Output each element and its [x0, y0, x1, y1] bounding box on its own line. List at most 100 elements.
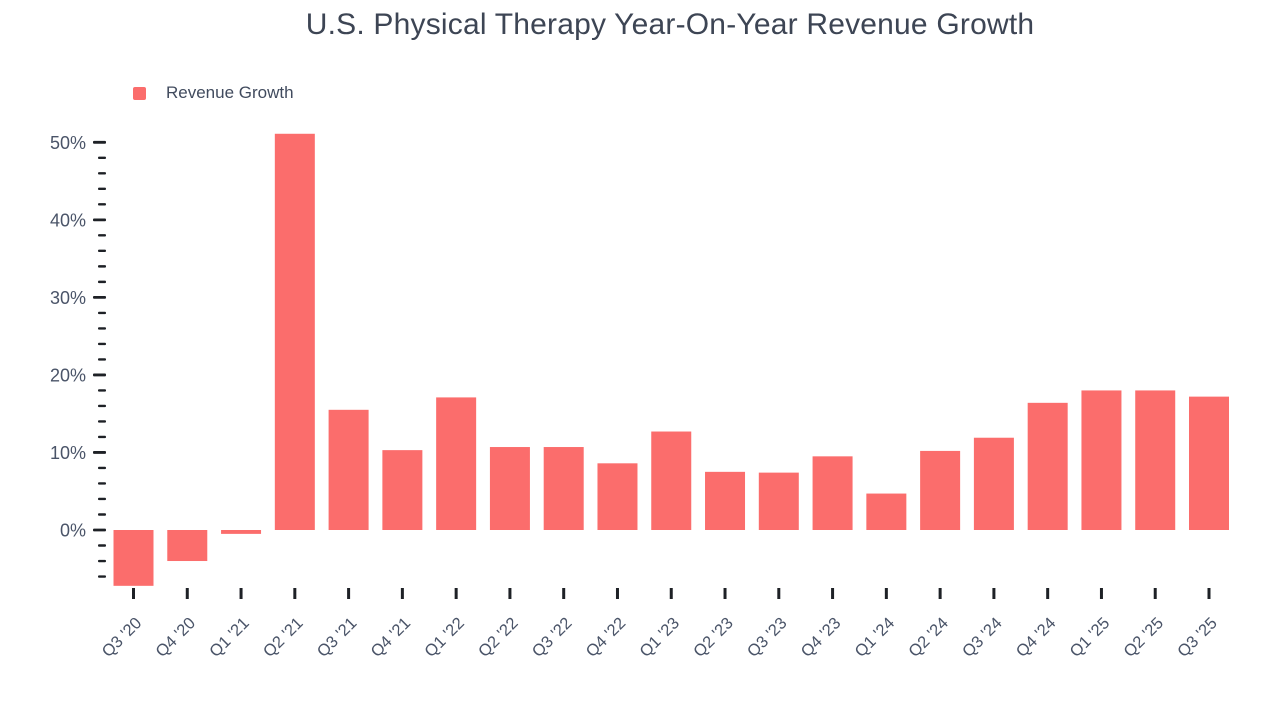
- y-minor-tick: [98, 156, 106, 160]
- x-tick-label: Q3 '24: [959, 614, 1006, 661]
- y-minor-tick: [98, 559, 106, 563]
- legend-label: Revenue Growth: [166, 83, 294, 102]
- y-major-tick: [93, 295, 106, 299]
- y-minor-tick: [98, 358, 106, 361]
- y-minor-tick: [98, 280, 106, 284]
- revenue-bar: [1081, 390, 1122, 530]
- chart-title: U.S. Physical Therapy Year-On-Year Reven…: [305, 8, 1035, 41]
- y-minor-tick: [98, 420, 106, 423]
- x-tick-label: Q3 '25: [1174, 614, 1221, 661]
- x-tick: [347, 588, 351, 599]
- revenue-bar: [920, 450, 961, 530]
- x-tick: [185, 588, 189, 599]
- y-major-tick: [93, 373, 106, 377]
- x-tick: [938, 588, 942, 599]
- revenue-bar: [1027, 402, 1068, 530]
- x-tick-label: Q4 '22: [583, 614, 630, 661]
- x-tick-label: Q1 '25: [1067, 614, 1114, 661]
- revenue-bar: [489, 447, 530, 530]
- x-tick-label: Q2 '25: [1120, 614, 1167, 661]
- y-major-tick: [93, 218, 106, 222]
- revenue-bar: [651, 431, 692, 530]
- revenue-bar: [1135, 390, 1176, 530]
- legend: Revenue Growth: [133, 83, 294, 103]
- y-minor-tick: [98, 187, 106, 191]
- y-minor-tick: [98, 249, 106, 253]
- x-tick-label: Q2 '24: [905, 614, 952, 661]
- x-tick: [508, 588, 512, 599]
- legend-swatch-icon: [133, 86, 146, 100]
- y-minor-tick: [98, 389, 106, 392]
- y-minor-tick: [98, 311, 106, 315]
- x-tick: [239, 588, 243, 599]
- x-tick: [562, 588, 566, 599]
- y-minor-tick: [98, 544, 106, 547]
- x-tick: [132, 588, 135, 599]
- revenue-bar: [597, 463, 638, 530]
- revenue-bar: [866, 493, 907, 530]
- x-tick-label: Q1 '21: [206, 614, 253, 661]
- y-tick-label: 20%: [50, 365, 86, 385]
- x-tick-label: Q4 '23: [798, 614, 845, 661]
- y-major-tick: [93, 140, 106, 144]
- x-tick-label: Q4 '21: [367, 614, 414, 661]
- y-major-tick: [93, 528, 106, 532]
- x-tick: [400, 588, 404, 599]
- x-tick: [723, 588, 727, 599]
- y-minor-tick: [98, 234, 106, 237]
- y-minor-tick: [98, 172, 106, 175]
- x-tick-label: Q3 '22: [529, 614, 576, 661]
- x-tick: [884, 588, 888, 599]
- x-tick: [992, 588, 996, 599]
- y-tick-label: 10%: [50, 443, 86, 463]
- y-minor-tick: [98, 575, 106, 578]
- revenue-bar: [167, 530, 208, 562]
- revenue-bar: [436, 397, 477, 530]
- y-minor-tick: [98, 435, 106, 439]
- revenue-bar: [543, 447, 584, 530]
- x-tick-label: Q3 '23: [744, 614, 791, 661]
- x-tick: [1153, 588, 1157, 599]
- x-tick: [615, 588, 619, 599]
- x-tick-label: Q2 '23: [690, 614, 737, 661]
- y-tick-label: 40%: [50, 210, 86, 230]
- x-tick-label: Q2 '22: [475, 614, 522, 661]
- y-tick-label: 0%: [60, 521, 86, 541]
- x-tick-label: Q4 '20: [152, 614, 199, 661]
- x-tick: [293, 588, 297, 599]
- y-minor-tick: [98, 513, 106, 516]
- revenue-bar: [705, 471, 746, 530]
- y-minor-tick: [98, 466, 106, 470]
- y-minor-tick: [98, 482, 106, 485]
- x-tick: [831, 588, 835, 599]
- y-minor-tick: [98, 404, 106, 408]
- x-tick-label: Q3 '21: [314, 614, 361, 661]
- x-tick: [1046, 588, 1050, 599]
- x-tick-label: Q1 '22: [421, 614, 468, 661]
- x-tick: [1099, 588, 1103, 599]
- x-tick: [454, 588, 458, 599]
- revenue-bar: [812, 456, 853, 530]
- revenue-bar: [973, 437, 1014, 530]
- y-minor-tick: [98, 497, 106, 501]
- revenue-bar: [328, 409, 369, 530]
- revenue-bar: [1189, 396, 1229, 530]
- x-tick: [1207, 588, 1211, 599]
- revenue-bar: [221, 530, 262, 534]
- y-major-tick: [93, 451, 106, 454]
- revenue-bar: [382, 450, 423, 530]
- y-tick-label: 30%: [50, 288, 86, 308]
- revenue-bar: [113, 530, 154, 586]
- x-tick-label: Q2 '21: [260, 614, 307, 661]
- y-minor-tick: [98, 342, 106, 346]
- x-tick-label: Q1 '23: [636, 614, 683, 661]
- revenue-bar: [758, 472, 799, 530]
- y-minor-tick: [98, 265, 106, 268]
- x-tick-label: Q3 '20: [99, 614, 146, 661]
- revenue-bar: [274, 133, 315, 530]
- y-tick-label: 50%: [50, 133, 86, 153]
- x-tick-label: Q4 '24: [1013, 614, 1060, 661]
- x-tick-label: Q1 '24: [851, 614, 898, 661]
